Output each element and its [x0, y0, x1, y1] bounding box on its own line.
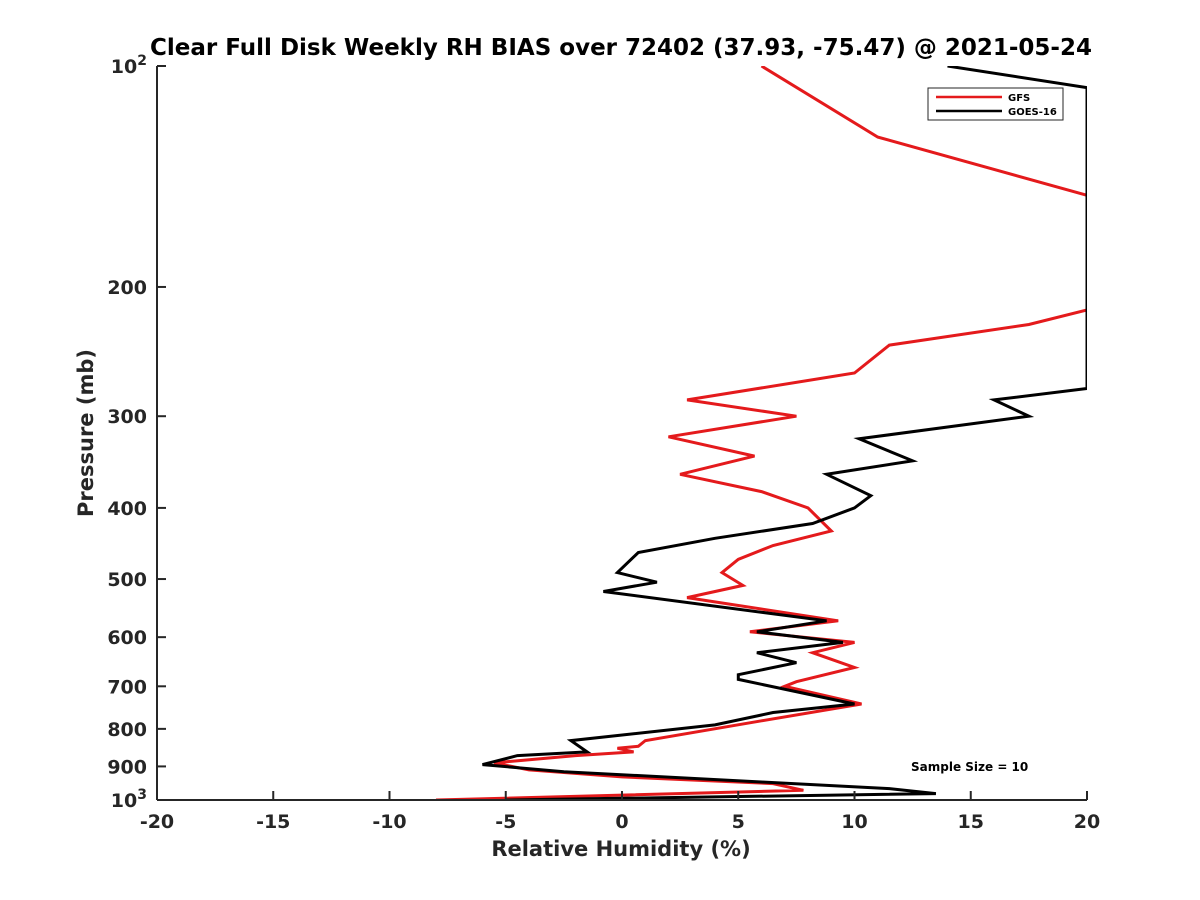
series-line-goes16 [482, 66, 1087, 800]
x-tick-label: -15 [256, 811, 290, 833]
x-tick-label: 15 [958, 811, 984, 833]
x-tick-label: 10 [841, 811, 867, 833]
x-ticks: -20 -15 -10 -5 0 5 10 15 20 [140, 791, 1100, 833]
y-tick-label: 300 [107, 406, 147, 428]
series-layer [435, 66, 1087, 800]
chart-title: Clear Full Disk Weekly RH BIAS over 7240… [150, 35, 1092, 61]
y-tick-label: 400 [107, 498, 147, 520]
series-line-gfs [435, 66, 1087, 800]
legend-label-gfs: GFS [1008, 93, 1030, 104]
y-tick-label: 700 [107, 676, 147, 698]
legend-box [927, 87, 1064, 121]
x-tick-label: 20 [1074, 811, 1100, 833]
y-tick-label: 200 [107, 277, 147, 299]
y-tick-label: 800 [107, 719, 147, 741]
y-tick-label: 102 [111, 53, 147, 78]
x-tick-label: -20 [140, 811, 174, 833]
y-axis-label: Pressure (mb) [74, 349, 98, 517]
sample-size-annotation: Sample Size = 10 [911, 760, 1028, 774]
y-tick-label: 900 [107, 756, 147, 778]
legend: GFS GOES-16 [927, 87, 1064, 121]
y-tick-label: 600 [107, 627, 147, 649]
x-tick-label: -5 [495, 811, 516, 833]
y-tick-label: 500 [107, 569, 147, 591]
y-tick-label: 103 [111, 787, 147, 812]
x-tick-label: 5 [732, 811, 745, 833]
x-tick-label: 0 [615, 811, 628, 833]
x-axis-label: Relative Humidity (%) [491, 837, 750, 861]
x-tick-label: -10 [372, 811, 406, 833]
y-ticks: 102 200 300 400 500 600 700 800 900 103 [107, 53, 166, 812]
legend-label-goes16: GOES-16 [1008, 107, 1057, 118]
